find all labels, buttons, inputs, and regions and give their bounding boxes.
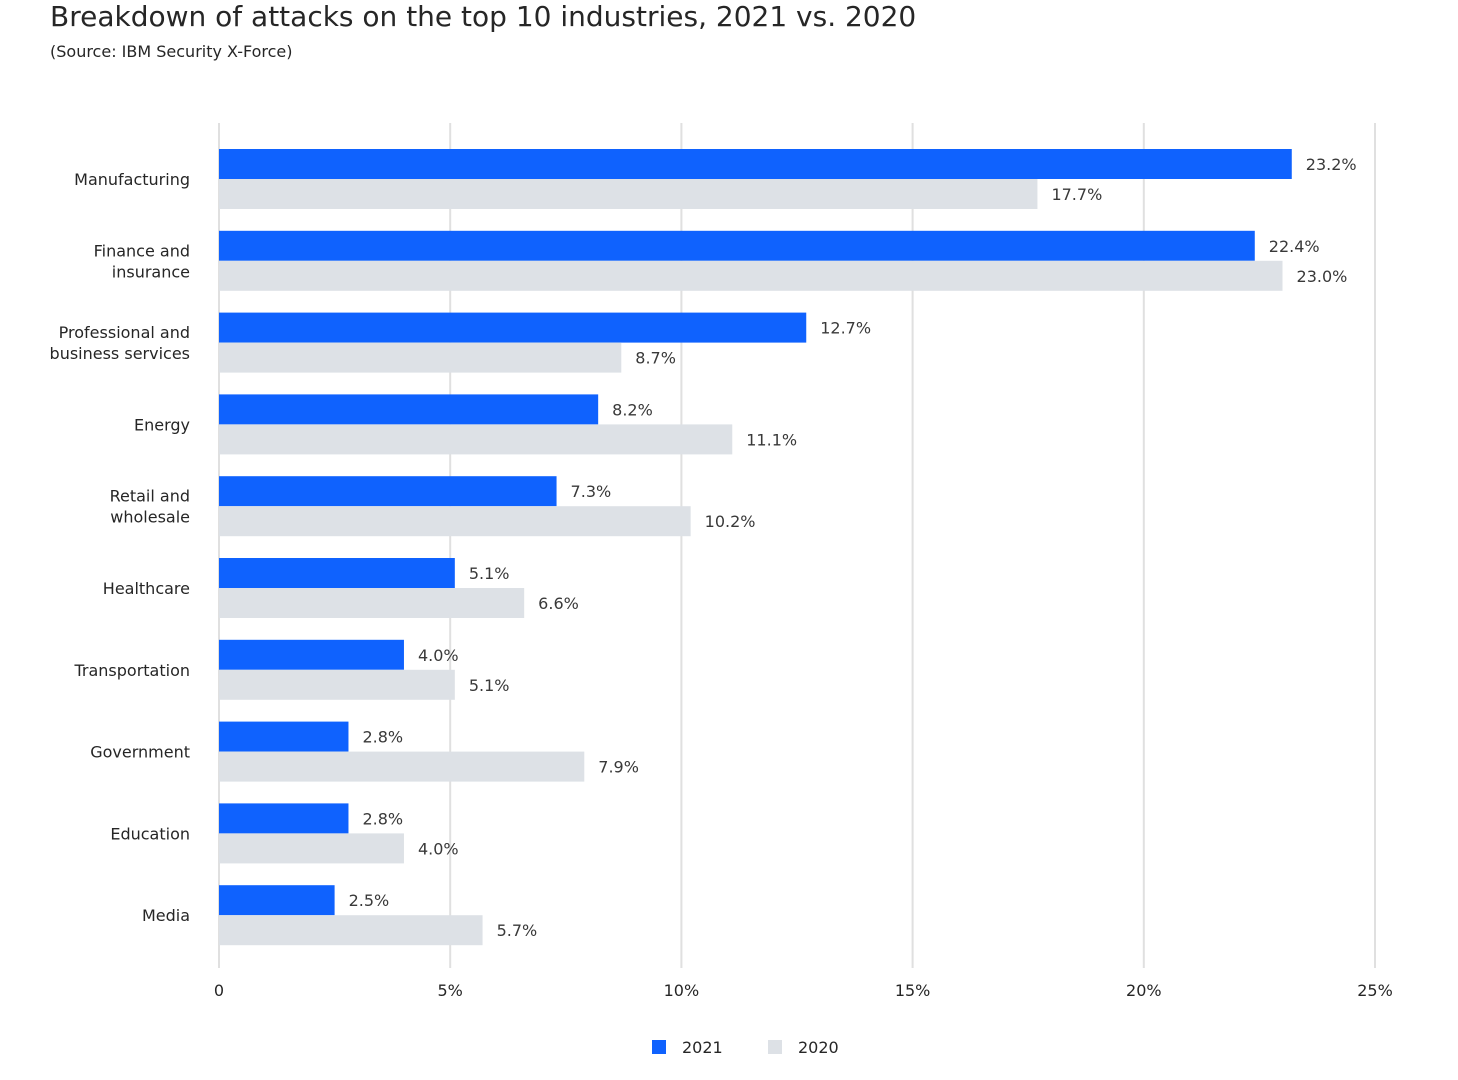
x-tick-label: 0 xyxy=(214,981,224,1000)
bar-2020 xyxy=(219,260,1283,291)
bar-2021 xyxy=(219,476,557,507)
bar-2020 xyxy=(219,179,1038,209)
labels: 0 5% 10% 15% 20% 25% 23.2% 17.7% Manufacturing 22… xyxy=(50,155,1393,1000)
bar-2020 xyxy=(219,833,404,864)
data-label-2020: 17.7% xyxy=(1051,185,1102,204)
bar-2020 xyxy=(219,669,455,700)
chart-subtitle: (Source: IBM Security X-Force) xyxy=(50,42,293,61)
bar-2021 xyxy=(219,394,599,425)
bar-2020 xyxy=(219,751,585,782)
category-label: Finance and xyxy=(94,241,190,260)
legend-label-2020: 2020 xyxy=(798,1038,839,1057)
category-label: Education xyxy=(110,824,190,843)
category-label: Government xyxy=(90,743,190,762)
data-label-2021: 7.3% xyxy=(571,482,612,501)
bar-2021 xyxy=(219,558,455,588)
category-label: Transportation xyxy=(73,661,190,680)
data-label-2020: 5.7% xyxy=(497,921,538,940)
category-label: Healthcare xyxy=(103,579,190,598)
bar-2021 xyxy=(219,312,807,343)
data-label-2021: 2.8% xyxy=(362,728,403,747)
legend-swatch-2021 xyxy=(652,1040,666,1054)
category-label: Retail and xyxy=(110,487,190,506)
bars xyxy=(219,149,1292,946)
x-tick-label: 20% xyxy=(1126,981,1162,1000)
bar-2020 xyxy=(219,506,691,537)
category-label: insurance xyxy=(112,262,190,281)
data-label-2020: 5.1% xyxy=(469,676,510,695)
legend: 2021 2020 xyxy=(652,1038,839,1057)
data-label-2021: 12.7% xyxy=(820,319,871,338)
category-label: Professional and xyxy=(59,323,190,342)
data-label-2021: 2.8% xyxy=(362,809,403,828)
bar-2021 xyxy=(219,149,1292,179)
data-label-2021: 5.1% xyxy=(469,564,510,583)
bar-2020 xyxy=(219,588,525,618)
bar-2021 xyxy=(219,230,1255,261)
data-label-2021: 4.0% xyxy=(418,646,459,665)
data-label-2020: 10.2% xyxy=(705,512,756,531)
bar-2020 xyxy=(219,915,483,946)
data-label-2021: 2.5% xyxy=(349,891,390,910)
data-label-2021: 23.2% xyxy=(1306,155,1357,174)
x-tick-label: 25% xyxy=(1357,981,1393,1000)
x-tick-label: 5% xyxy=(438,981,463,1000)
category-label: Manufacturing xyxy=(74,170,190,189)
category-label: business services xyxy=(50,344,190,363)
x-tick-label: 15% xyxy=(895,981,931,1000)
data-label-2021: 8.2% xyxy=(612,400,653,419)
category-label: wholesale xyxy=(110,508,190,527)
bar-2021 xyxy=(219,639,404,670)
legend-swatch-2020 xyxy=(768,1040,782,1054)
bar-2021 xyxy=(219,721,349,752)
category-label: Media xyxy=(142,906,190,925)
bar-2021 xyxy=(219,885,335,916)
data-label-2020: 8.7% xyxy=(635,349,676,368)
data-label-2020: 11.1% xyxy=(746,430,797,449)
data-label-2020: 23.0% xyxy=(1297,267,1348,286)
chart-title: Breakdown of attacks on the top 10 indus… xyxy=(50,0,917,33)
data-label-2020: 7.9% xyxy=(598,758,639,777)
legend-label-2021: 2021 xyxy=(682,1038,723,1057)
data-label-2021: 22.4% xyxy=(1269,237,1320,256)
bar-2021 xyxy=(219,803,349,834)
x-tick-label: 10% xyxy=(664,981,700,1000)
bar-2020 xyxy=(219,342,622,373)
data-label-2020: 4.0% xyxy=(418,839,459,858)
data-label-2020: 6.6% xyxy=(538,594,579,613)
category-label: Energy xyxy=(134,415,190,434)
bar-2020 xyxy=(219,424,733,455)
